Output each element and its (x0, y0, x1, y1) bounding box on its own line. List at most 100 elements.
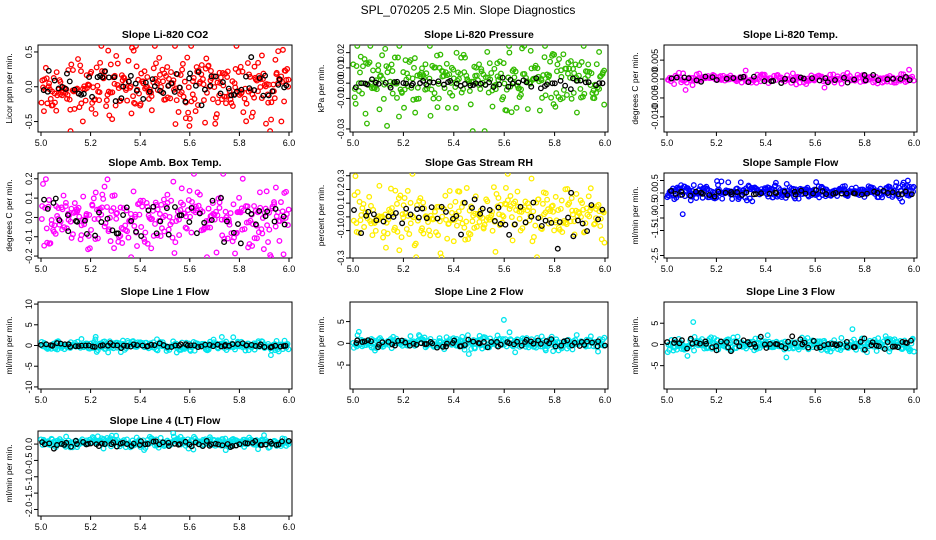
data-point-selected (92, 232, 99, 239)
data-point-selected (778, 80, 785, 86)
data-point-all (679, 211, 686, 218)
data-point-selected (369, 76, 375, 83)
data-point-all (581, 90, 588, 97)
data-point-selected (697, 340, 703, 347)
data-point-all (281, 98, 288, 105)
data-point-all (803, 81, 810, 88)
data-point-all (441, 85, 448, 92)
data-point-all (283, 77, 290, 83)
data-point-selected (781, 188, 788, 195)
data-point-all (150, 65, 157, 72)
data-point-selected (399, 220, 406, 227)
data-point-selected (497, 341, 504, 348)
data-point-selected (798, 187, 805, 194)
plot-frame (349, 44, 609, 133)
data-point-all (152, 199, 159, 206)
data-point-all (284, 66, 291, 72)
data-point-all (551, 227, 558, 234)
data-point-all (109, 192, 116, 199)
data-point-selected (530, 340, 537, 347)
data-point-all (360, 201, 367, 207)
data-point-all (203, 55, 210, 62)
data-point-all (357, 69, 363, 76)
data-point-selected (713, 77, 720, 83)
data-point-all (398, 234, 405, 241)
data-point-all (560, 51, 567, 58)
data-point-all (92, 236, 99, 243)
data-point-all (132, 100, 139, 107)
data-point-all (38, 216, 45, 222)
data-point-selected (199, 443, 206, 449)
x-tick-label: 5.4 (760, 395, 773, 405)
data-point-all (71, 106, 78, 112)
data-point-selected (791, 188, 798, 195)
data-point-all (86, 245, 93, 252)
data-point-selected (410, 340, 417, 347)
data-point-selected (150, 203, 157, 210)
data-point-all (257, 84, 264, 91)
data-point-all (567, 218, 574, 225)
y-tick-label: 0.02 (336, 44, 346, 62)
data-point-all (59, 89, 66, 96)
data-point-all (572, 61, 579, 68)
data-point-selected (429, 340, 436, 347)
data-point-all (465, 351, 472, 358)
data-point-all (271, 199, 277, 206)
x-tick-label: 5.4 (134, 138, 147, 148)
data-point-all (414, 217, 421, 224)
data-point-all (278, 118, 285, 125)
data-point-selected (706, 192, 713, 198)
data-point-selected (127, 72, 134, 79)
data-point-selected (880, 187, 887, 194)
data-point-all (110, 205, 117, 211)
data-point-selected (730, 75, 737, 82)
chart-panel-2: Slope Li-820 Pressure 5.0 5.2 5.4 5.6 5.8 6.0 -… (316, 29, 611, 148)
data-point-selected (257, 341, 264, 348)
data-point-selected (157, 218, 164, 225)
data-point-all (904, 177, 911, 184)
data-point-selected (132, 80, 139, 87)
data-point-all (53, 69, 60, 76)
x-tick-label: 5.0 (347, 138, 360, 148)
data-point-all (96, 97, 103, 104)
data-point-selected (392, 210, 399, 216)
data-point-selected (252, 437, 259, 444)
data-point-selected (599, 80, 606, 87)
data-point-all (114, 60, 121, 67)
y-tick-label: -0.5 (24, 453, 34, 469)
data-point-all (224, 74, 231, 80)
data-point-selected (861, 335, 868, 342)
data-point-all (168, 197, 175, 204)
data-point-selected (562, 82, 569, 89)
x-tick-label: 5.6 (498, 138, 511, 148)
data-point-all (463, 185, 470, 191)
data-point-all (439, 213, 446, 220)
data-point-all (564, 186, 571, 192)
data-point-selected (201, 86, 208, 93)
data-point-all (879, 194, 886, 201)
data-point-selected (152, 438, 159, 445)
data-point-selected (496, 81, 503, 88)
data-point-all (185, 109, 192, 116)
x-tick-label: 5.2 (84, 395, 97, 405)
data-point-selected (908, 191, 915, 198)
data-point-all (172, 121, 179, 127)
data-point-all (500, 94, 507, 101)
data-point-selected (165, 231, 172, 238)
data-point-selected (177, 341, 184, 348)
data-point-all (71, 200, 78, 207)
data-point-selected (884, 339, 891, 345)
data-point-all (571, 218, 578, 225)
data-point-selected (538, 223, 545, 229)
data-point-all (597, 223, 604, 230)
data-point-all (113, 215, 120, 222)
data-point-selected (52, 195, 59, 202)
data-point-all (412, 109, 419, 116)
data-point-all (420, 75, 427, 82)
data-point-all (257, 204, 264, 211)
data-point-selected (281, 221, 288, 228)
data-point-all (221, 235, 228, 242)
data-point-all (232, 66, 239, 72)
